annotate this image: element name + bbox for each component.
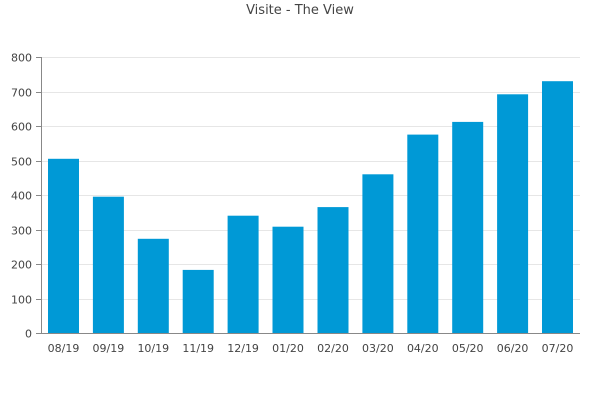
tick-labels: 0 100 200 300 400 500 600 700 800 08/19 09/19 10/19… [11, 52, 573, 356]
bar [497, 94, 529, 333]
y-tick-label: 800 [11, 52, 32, 65]
bar [137, 238, 169, 333]
y-tick-label: 0 [25, 328, 32, 341]
x-tick-label: 10/19 [137, 342, 169, 355]
bar [362, 174, 394, 333]
axes [36, 57, 580, 334]
x-tick-label: 01/20 [272, 342, 304, 355]
x-tick-label: 05/20 [452, 342, 484, 355]
x-tick-label: 06/20 [497, 342, 529, 355]
chart-title: Visite - The View [246, 3, 354, 18]
y-tick-label: 700 [11, 87, 32, 100]
bar [452, 121, 484, 334]
bar [182, 269, 214, 333]
x-tick-label: 03/20 [362, 342, 394, 355]
x-tick-label: 04/20 [407, 342, 439, 355]
x-tick-label: 12/19 [227, 342, 259, 355]
bar [317, 207, 349, 333]
bar [272, 226, 304, 333]
bar [92, 196, 124, 333]
x-tick-label: 02/20 [317, 342, 349, 355]
y-tick-label: 200 [11, 259, 32, 272]
x-tick-label: 11/19 [182, 342, 214, 355]
bars [48, 81, 573, 334]
bar [48, 158, 79, 333]
y-tick-label: 400 [11, 190, 32, 203]
gridlines [41, 57, 580, 300]
y-tick-label: 100 [11, 294, 32, 307]
y-tick-label: 600 [11, 121, 32, 134]
y-tick-label: 300 [11, 225, 32, 238]
bar [227, 215, 259, 333]
x-tick-label: 08/19 [48, 342, 80, 355]
x-tick-label: 09/19 [93, 342, 125, 355]
x-tick-label: 07/20 [542, 342, 574, 355]
bar [407, 134, 439, 333]
bar [542, 81, 573, 333]
y-tick-label: 500 [11, 156, 32, 169]
